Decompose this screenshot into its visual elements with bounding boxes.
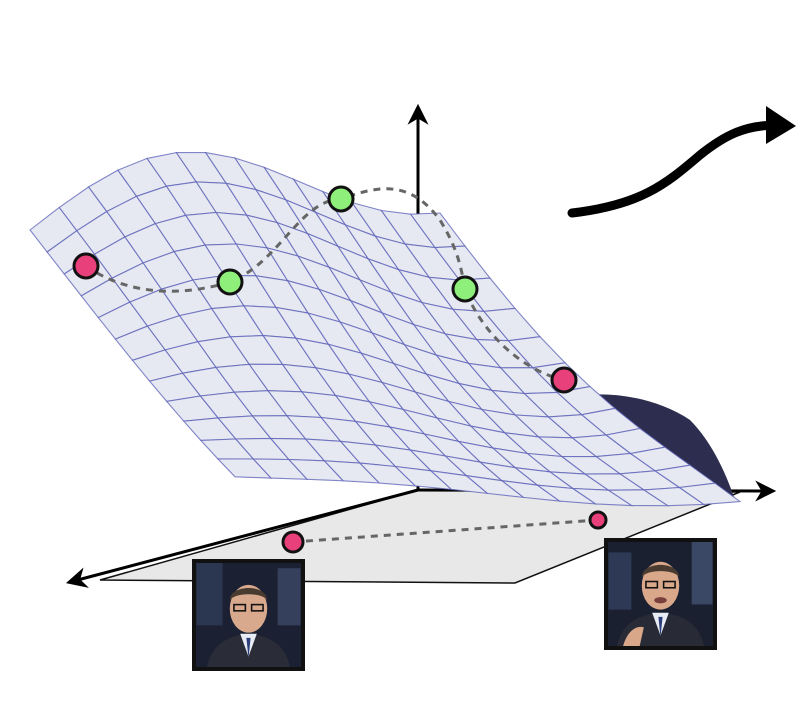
mapping-arrow (567, 120, 783, 218)
surface-path (85, 187, 565, 382)
person-portrait-icon (608, 542, 713, 646)
surface-point-intermediate (451, 275, 479, 303)
thumbnail-start (192, 559, 305, 671)
mapping-arrowhead (766, 106, 796, 144)
person-portrait-icon (196, 563, 301, 667)
surface-point-start (72, 252, 100, 280)
manifold-surface (29, 151, 742, 507)
surface-point-intermediate (216, 268, 244, 296)
plane-point-end (588, 510, 608, 530)
surface-point-intermediate (327, 185, 355, 213)
surface-cell (677, 482, 742, 505)
surface-point-end (550, 366, 578, 394)
thumbnail-end (604, 538, 717, 650)
plane-point-start (281, 530, 305, 554)
y-axis (65, 488, 419, 588)
